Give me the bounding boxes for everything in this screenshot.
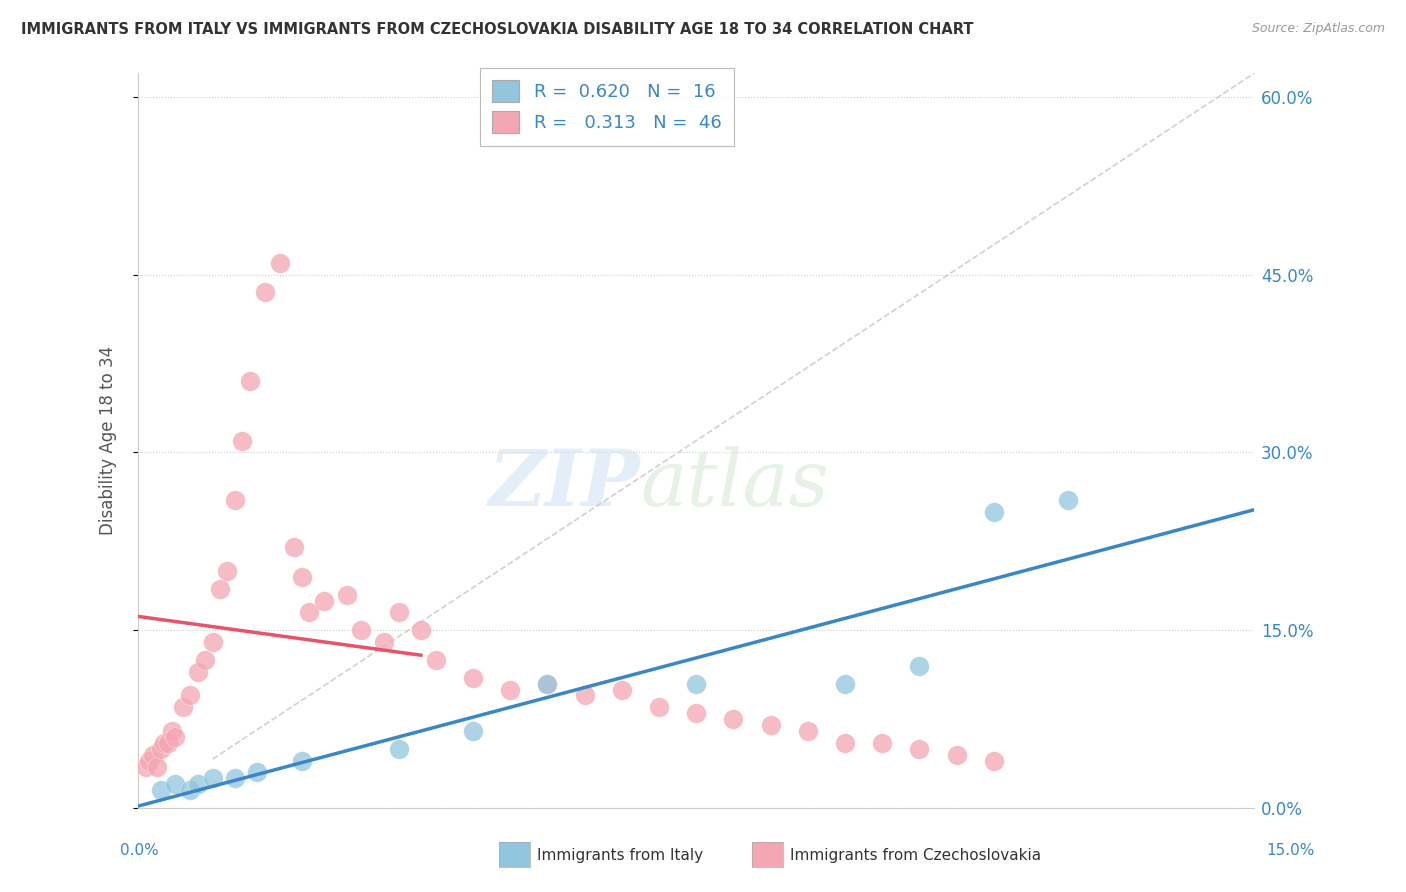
Point: [194, 653, 217, 667]
Point: [685, 676, 707, 690]
Point: [610, 682, 633, 697]
Point: [1057, 492, 1080, 507]
Point: [253, 285, 276, 300]
Point: [461, 723, 484, 738]
Point: [425, 653, 447, 667]
Point: [224, 772, 246, 786]
Point: [870, 736, 893, 750]
Point: [224, 492, 246, 507]
Point: [201, 635, 224, 649]
Point: [187, 665, 209, 679]
Text: Immigrants from Italy: Immigrants from Italy: [537, 847, 703, 863]
Point: [574, 689, 596, 703]
Point: [217, 564, 239, 578]
Point: [387, 606, 409, 620]
Point: [146, 759, 169, 773]
Y-axis label: Disability Age 18 to 34: Disability Age 18 to 34: [100, 346, 117, 535]
Text: atlas: atlas: [640, 447, 830, 523]
Text: 0.0%: 0.0%: [120, 843, 159, 857]
Point: [291, 754, 314, 768]
Point: [165, 777, 187, 791]
Text: 15.0%: 15.0%: [1267, 843, 1315, 857]
Point: [685, 706, 707, 721]
Point: [201, 772, 224, 786]
Point: [298, 606, 321, 620]
Point: [153, 736, 176, 750]
Point: [149, 741, 172, 756]
Point: [149, 783, 172, 797]
Point: [165, 730, 187, 744]
Point: [291, 570, 314, 584]
Point: [156, 736, 179, 750]
Point: [908, 658, 931, 673]
Point: [723, 712, 745, 726]
Point: [350, 624, 373, 638]
Point: [908, 741, 931, 756]
Text: ZIP: ZIP: [489, 447, 640, 523]
Point: [142, 747, 165, 762]
Point: [536, 676, 558, 690]
Point: [208, 582, 231, 596]
Point: [246, 765, 269, 780]
Point: [409, 624, 432, 638]
Point: [759, 718, 782, 732]
Point: [648, 700, 671, 714]
Point: [231, 434, 253, 448]
Legend: R =  0.620   N =  16, R =   0.313   N =  46: R = 0.620 N = 16, R = 0.313 N = 46: [479, 68, 734, 146]
Point: [373, 635, 395, 649]
Point: [269, 256, 291, 270]
Point: [536, 676, 558, 690]
Point: [499, 682, 522, 697]
Point: [239, 375, 262, 389]
Point: [834, 736, 856, 750]
Point: [983, 754, 1005, 768]
Point: [834, 676, 856, 690]
Point: [283, 541, 305, 555]
Point: [335, 588, 357, 602]
Text: Immigrants from Czechoslovakia: Immigrants from Czechoslovakia: [790, 847, 1042, 863]
Text: Source: ZipAtlas.com: Source: ZipAtlas.com: [1251, 22, 1385, 36]
Point: [135, 759, 157, 773]
Point: [187, 777, 209, 791]
Point: [314, 593, 336, 607]
Point: [138, 754, 160, 768]
Point: [983, 505, 1005, 519]
Point: [179, 689, 201, 703]
Point: [387, 741, 409, 756]
Text: IMMIGRANTS FROM ITALY VS IMMIGRANTS FROM CZECHOSLOVAKIA DISABILITY AGE 18 TO 34 : IMMIGRANTS FROM ITALY VS IMMIGRANTS FROM…: [21, 22, 973, 37]
Point: [945, 747, 967, 762]
Point: [797, 723, 820, 738]
Point: [160, 723, 183, 738]
Point: [461, 671, 484, 685]
Point: [172, 700, 194, 714]
Point: [179, 783, 201, 797]
